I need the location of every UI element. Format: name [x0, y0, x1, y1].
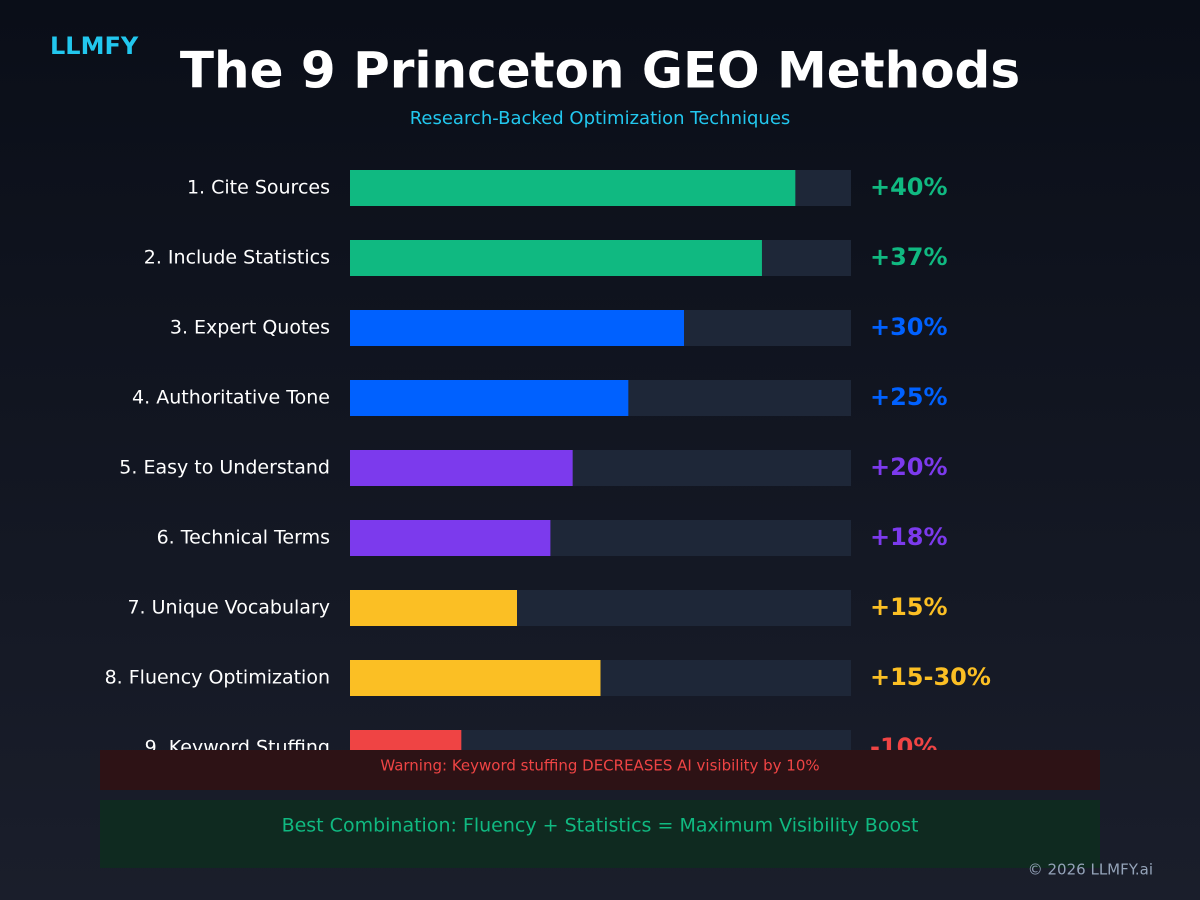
- bar: [350, 660, 601, 696]
- category-label: 7. Unique Vocabulary: [127, 597, 330, 619]
- category-label: 6. Technical Terms: [157, 527, 330, 549]
- value-label: +25%: [870, 383, 948, 411]
- bar: [350, 170, 796, 206]
- value-label: +18%: [870, 523, 948, 551]
- category-label: 8. Fluency Optimization: [105, 667, 330, 689]
- value-label: +15%: [870, 593, 948, 621]
- bar: [350, 520, 551, 556]
- brand: LLMFY: [50, 32, 139, 60]
- category-label: 2. Include Statistics: [144, 247, 330, 269]
- warning-text: Warning: Keyword stuffing DECREASES AI v…: [380, 757, 819, 775]
- bar: [350, 310, 684, 346]
- bar: [350, 590, 517, 626]
- bar: [350, 240, 762, 276]
- bar: [350, 380, 629, 416]
- bar: [350, 450, 573, 486]
- category-label: 5. Easy to Understand: [119, 457, 330, 479]
- category-label: 3. Expert Quotes: [170, 317, 330, 339]
- category-label: 4. Authoritative Tone: [132, 387, 330, 409]
- category-label: 1. Cite Sources: [187, 177, 330, 199]
- value-label: +15-30%: [870, 663, 991, 691]
- value-label: +20%: [870, 453, 948, 481]
- chart-title: The 9 Princeton GEO Methods: [180, 42, 1020, 100]
- plot: 1. Cite Sources +40% 2. Include Statistics…: [105, 170, 991, 766]
- chart-subtitle: Research-Backed Optimization Techniques: [410, 108, 791, 129]
- footer: © 2026 LLMFY.ai: [1028, 861, 1153, 879]
- warning-box: [100, 750, 1100, 790]
- note-text: Best Combination: Fluency + Statistics =…: [282, 815, 919, 837]
- value-label: +30%: [870, 313, 948, 341]
- value-label: +40%: [870, 173, 948, 201]
- note-box: [100, 800, 1100, 868]
- value-label: +37%: [870, 243, 948, 271]
